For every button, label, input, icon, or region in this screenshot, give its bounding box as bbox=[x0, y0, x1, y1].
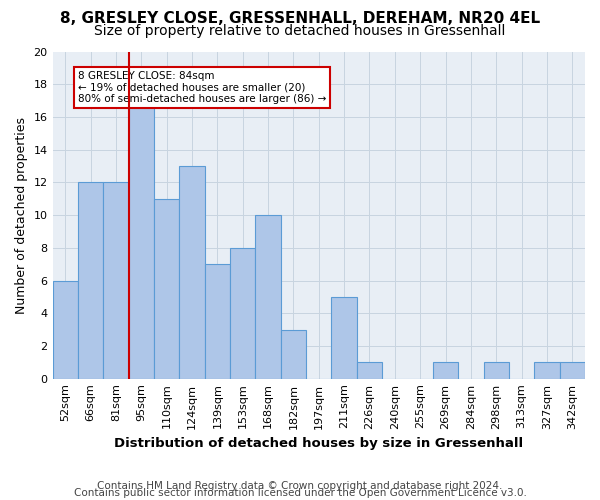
Bar bbox=[78, 182, 103, 378]
Bar bbox=[357, 362, 382, 378]
Text: Contains HM Land Registry data © Crown copyright and database right 2024.: Contains HM Land Registry data © Crown c… bbox=[97, 481, 503, 491]
Text: Contains public sector information licensed under the Open Government Licence v3: Contains public sector information licen… bbox=[74, 488, 526, 498]
Bar bbox=[128, 100, 154, 378]
X-axis label: Distribution of detached houses by size in Gressenhall: Distribution of detached houses by size … bbox=[114, 437, 523, 450]
Y-axis label: Number of detached properties: Number of detached properties bbox=[15, 116, 28, 314]
Bar bbox=[256, 215, 281, 378]
Text: 8, GRESLEY CLOSE, GRESSENHALL, DEREHAM, NR20 4EL: 8, GRESLEY CLOSE, GRESSENHALL, DEREHAM, … bbox=[60, 11, 540, 26]
Bar bbox=[53, 280, 78, 378]
Bar bbox=[230, 248, 256, 378]
Bar bbox=[281, 330, 306, 378]
Bar bbox=[154, 198, 179, 378]
Bar bbox=[205, 264, 230, 378]
Bar bbox=[103, 182, 128, 378]
Bar bbox=[331, 297, 357, 378]
Bar bbox=[433, 362, 458, 378]
Text: 8 GRESLEY CLOSE: 84sqm
← 19% of detached houses are smaller (20)
80% of semi-det: 8 GRESLEY CLOSE: 84sqm ← 19% of detached… bbox=[78, 71, 326, 104]
Text: Size of property relative to detached houses in Gressenhall: Size of property relative to detached ho… bbox=[94, 24, 506, 38]
Bar bbox=[484, 362, 509, 378]
Bar bbox=[560, 362, 585, 378]
Bar bbox=[179, 166, 205, 378]
Bar bbox=[534, 362, 560, 378]
